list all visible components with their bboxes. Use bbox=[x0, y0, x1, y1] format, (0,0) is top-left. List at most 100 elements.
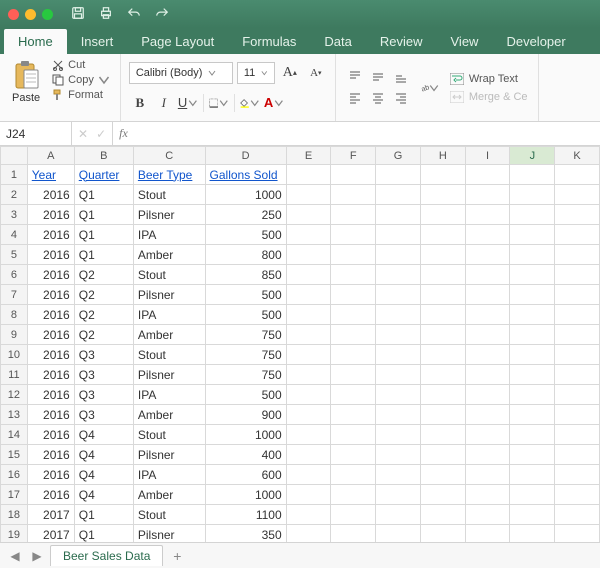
cell[interactable]: 1100 bbox=[205, 505, 286, 525]
cell[interactable] bbox=[555, 505, 600, 525]
cell[interactable] bbox=[286, 225, 331, 245]
cell[interactable]: Q1 bbox=[74, 185, 133, 205]
traffic-close-icon[interactable] bbox=[8, 9, 19, 20]
cell[interactable] bbox=[510, 305, 555, 325]
cell[interactable] bbox=[286, 305, 331, 325]
underline-button[interactable]: U bbox=[177, 92, 199, 114]
cell[interactable] bbox=[420, 485, 465, 505]
column-header[interactable]: B bbox=[74, 147, 133, 165]
cell[interactable] bbox=[465, 305, 510, 325]
traffic-minimize-icon[interactable] bbox=[25, 9, 36, 20]
cell[interactable] bbox=[331, 465, 376, 485]
cell[interactable] bbox=[286, 445, 331, 465]
row-header[interactable]: 13 bbox=[1, 405, 28, 425]
cell[interactable] bbox=[555, 165, 600, 185]
cell[interactable] bbox=[555, 465, 600, 485]
cell[interactable]: 500 bbox=[205, 225, 286, 245]
align-middle-button[interactable] bbox=[367, 67, 389, 87]
font-name-select[interactable]: Calibri (Body) bbox=[129, 62, 233, 84]
align-center-button[interactable] bbox=[367, 88, 389, 108]
cell[interactable]: Pilsner bbox=[133, 525, 205, 543]
row-header[interactable]: 16 bbox=[1, 465, 28, 485]
cell[interactable] bbox=[510, 325, 555, 345]
cell[interactable] bbox=[465, 165, 510, 185]
row-header[interactable]: 11 bbox=[1, 365, 28, 385]
cell[interactable] bbox=[376, 345, 421, 365]
cell[interactable]: Q2 bbox=[74, 305, 133, 325]
header-link[interactable]: Quarter bbox=[79, 168, 120, 182]
cell[interactable] bbox=[555, 445, 600, 465]
cell[interactable] bbox=[286, 345, 331, 365]
cell[interactable] bbox=[465, 465, 510, 485]
cell[interactable]: 2016 bbox=[27, 185, 74, 205]
sheet-tab[interactable]: Beer Sales Data bbox=[50, 545, 163, 566]
cell[interactable]: Q4 bbox=[74, 465, 133, 485]
cell[interactable] bbox=[286, 165, 331, 185]
cell[interactable]: Q3 bbox=[74, 345, 133, 365]
cell[interactable] bbox=[465, 445, 510, 465]
ribbon-tab-insert[interactable]: Insert bbox=[67, 29, 128, 54]
cancel-formula-icon[interactable]: ✕ bbox=[78, 127, 88, 141]
row-header[interactable]: 18 bbox=[1, 505, 28, 525]
cell[interactable] bbox=[465, 425, 510, 445]
cell[interactable]: 2016 bbox=[27, 405, 74, 425]
bold-button[interactable]: B bbox=[129, 92, 151, 114]
cell[interactable] bbox=[376, 365, 421, 385]
cell[interactable]: Q3 bbox=[74, 405, 133, 425]
cell[interactable] bbox=[420, 365, 465, 385]
cell[interactable] bbox=[510, 445, 555, 465]
ribbon-tab-page-layout[interactable]: Page Layout bbox=[127, 29, 228, 54]
cell[interactable]: Q4 bbox=[74, 445, 133, 465]
cell[interactable] bbox=[331, 285, 376, 305]
cell[interactable] bbox=[510, 425, 555, 445]
cell[interactable]: 500 bbox=[205, 285, 286, 305]
row-header[interactable]: 10 bbox=[1, 345, 28, 365]
save-icon[interactable] bbox=[71, 6, 85, 23]
row-header[interactable]: 2 bbox=[1, 185, 28, 205]
cell[interactable] bbox=[376, 285, 421, 305]
cell[interactable]: 800 bbox=[205, 245, 286, 265]
cell[interactable]: 500 bbox=[205, 385, 286, 405]
cell[interactable]: Amber bbox=[133, 485, 205, 505]
cell[interactable] bbox=[331, 505, 376, 525]
column-header[interactable]: D bbox=[205, 147, 286, 165]
cell[interactable]: 1000 bbox=[205, 425, 286, 445]
ribbon-tab-view[interactable]: View bbox=[437, 29, 493, 54]
cell[interactable] bbox=[376, 265, 421, 285]
cell[interactable]: Stout bbox=[133, 185, 205, 205]
header-link[interactable]: Year bbox=[32, 168, 56, 182]
cell[interactable]: 2016 bbox=[27, 205, 74, 225]
cell[interactable] bbox=[376, 445, 421, 465]
cell[interactable]: Quarter bbox=[74, 165, 133, 185]
wrap-text-button[interactable]: Wrap Text bbox=[448, 71, 530, 87]
cell[interactable]: 500 bbox=[205, 305, 286, 325]
cell[interactable]: IPA bbox=[133, 465, 205, 485]
cell[interactable] bbox=[376, 185, 421, 205]
cell[interactable] bbox=[510, 225, 555, 245]
cell[interactable] bbox=[376, 385, 421, 405]
cell[interactable] bbox=[420, 185, 465, 205]
cell[interactable]: 250 bbox=[205, 205, 286, 225]
column-header[interactable]: C bbox=[133, 147, 205, 165]
formula-input[interactable] bbox=[134, 122, 600, 145]
border-button[interactable] bbox=[208, 92, 230, 114]
row-header[interactable]: 1 bbox=[1, 165, 28, 185]
cell[interactable]: Q1 bbox=[74, 505, 133, 525]
cell[interactable] bbox=[510, 345, 555, 365]
row-header[interactable]: 19 bbox=[1, 525, 28, 543]
cell[interactable] bbox=[465, 185, 510, 205]
cell[interactable] bbox=[465, 225, 510, 245]
name-box[interactable]: J24 bbox=[0, 122, 72, 145]
cell[interactable] bbox=[555, 285, 600, 305]
cell[interactable] bbox=[555, 485, 600, 505]
font-size-select[interactable]: 11 bbox=[237, 62, 275, 84]
cell[interactable]: Beer Type bbox=[133, 165, 205, 185]
cell[interactable]: 2016 bbox=[27, 425, 74, 445]
cell[interactable] bbox=[420, 165, 465, 185]
cell[interactable]: Year bbox=[27, 165, 74, 185]
cell[interactable] bbox=[286, 365, 331, 385]
cell[interactable] bbox=[420, 525, 465, 543]
redo-icon[interactable] bbox=[155, 6, 169, 23]
cell[interactable] bbox=[510, 485, 555, 505]
cell[interactable]: 2016 bbox=[27, 225, 74, 245]
